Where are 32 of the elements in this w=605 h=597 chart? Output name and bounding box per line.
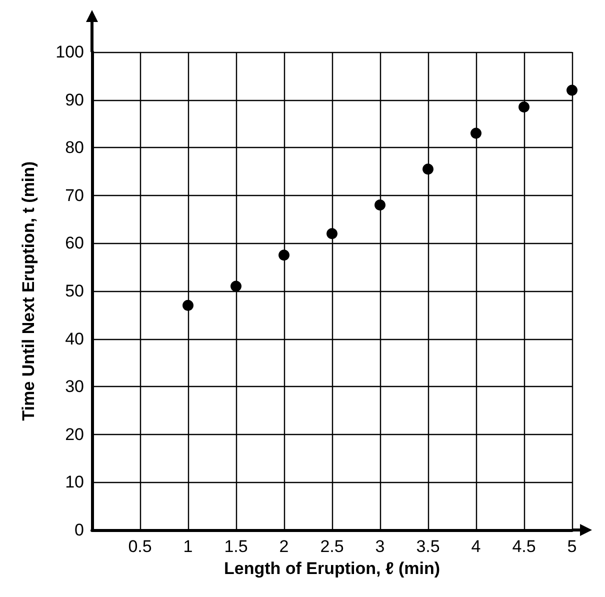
point: [278, 250, 290, 261]
y-tick-label: 50: [65, 282, 84, 300]
x-tick-label: 2.5: [320, 537, 344, 556]
y-tick-label: 30: [65, 377, 84, 396]
y-tick-label: 80: [65, 138, 84, 158]
x-tick-label: 3: [375, 537, 385, 556]
point: [470, 128, 482, 139]
x-axis-title: Length of Eruption, ℓ (min): [224, 559, 440, 578]
y-tick-label: 40: [65, 329, 84, 348]
point: [374, 199, 386, 210]
y-tick-label: 10: [65, 472, 84, 492]
x-tick-label: 2: [279, 537, 289, 556]
point: [566, 84, 578, 96]
point: [230, 280, 242, 292]
y-tick-label: 60: [65, 234, 84, 253]
y-tick-label: 0: [74, 520, 84, 540]
y-axis-title: Time Until Next Eruption, t (min): [19, 161, 38, 421]
y-tick-label: 20: [65, 424, 84, 444]
x-tick-label: 1: [183, 537, 193, 556]
x-tick-label: 1.5: [224, 537, 248, 556]
point: [518, 101, 530, 112]
x-tick-label: 4: [471, 537, 481, 556]
x-tick-label: 4.5: [512, 537, 536, 556]
y-tick-label: 100: [56, 42, 84, 62]
x-tick-label: 3.5: [416, 537, 440, 556]
x-tick-label: 0.5: [128, 537, 152, 556]
x-tick-label: 5: [567, 537, 577, 556]
point: [326, 228, 338, 240]
y-tick-label: 70: [65, 186, 84, 205]
point: [182, 300, 194, 311]
point: [422, 164, 434, 175]
y-tick-label: 90: [65, 90, 84, 110]
